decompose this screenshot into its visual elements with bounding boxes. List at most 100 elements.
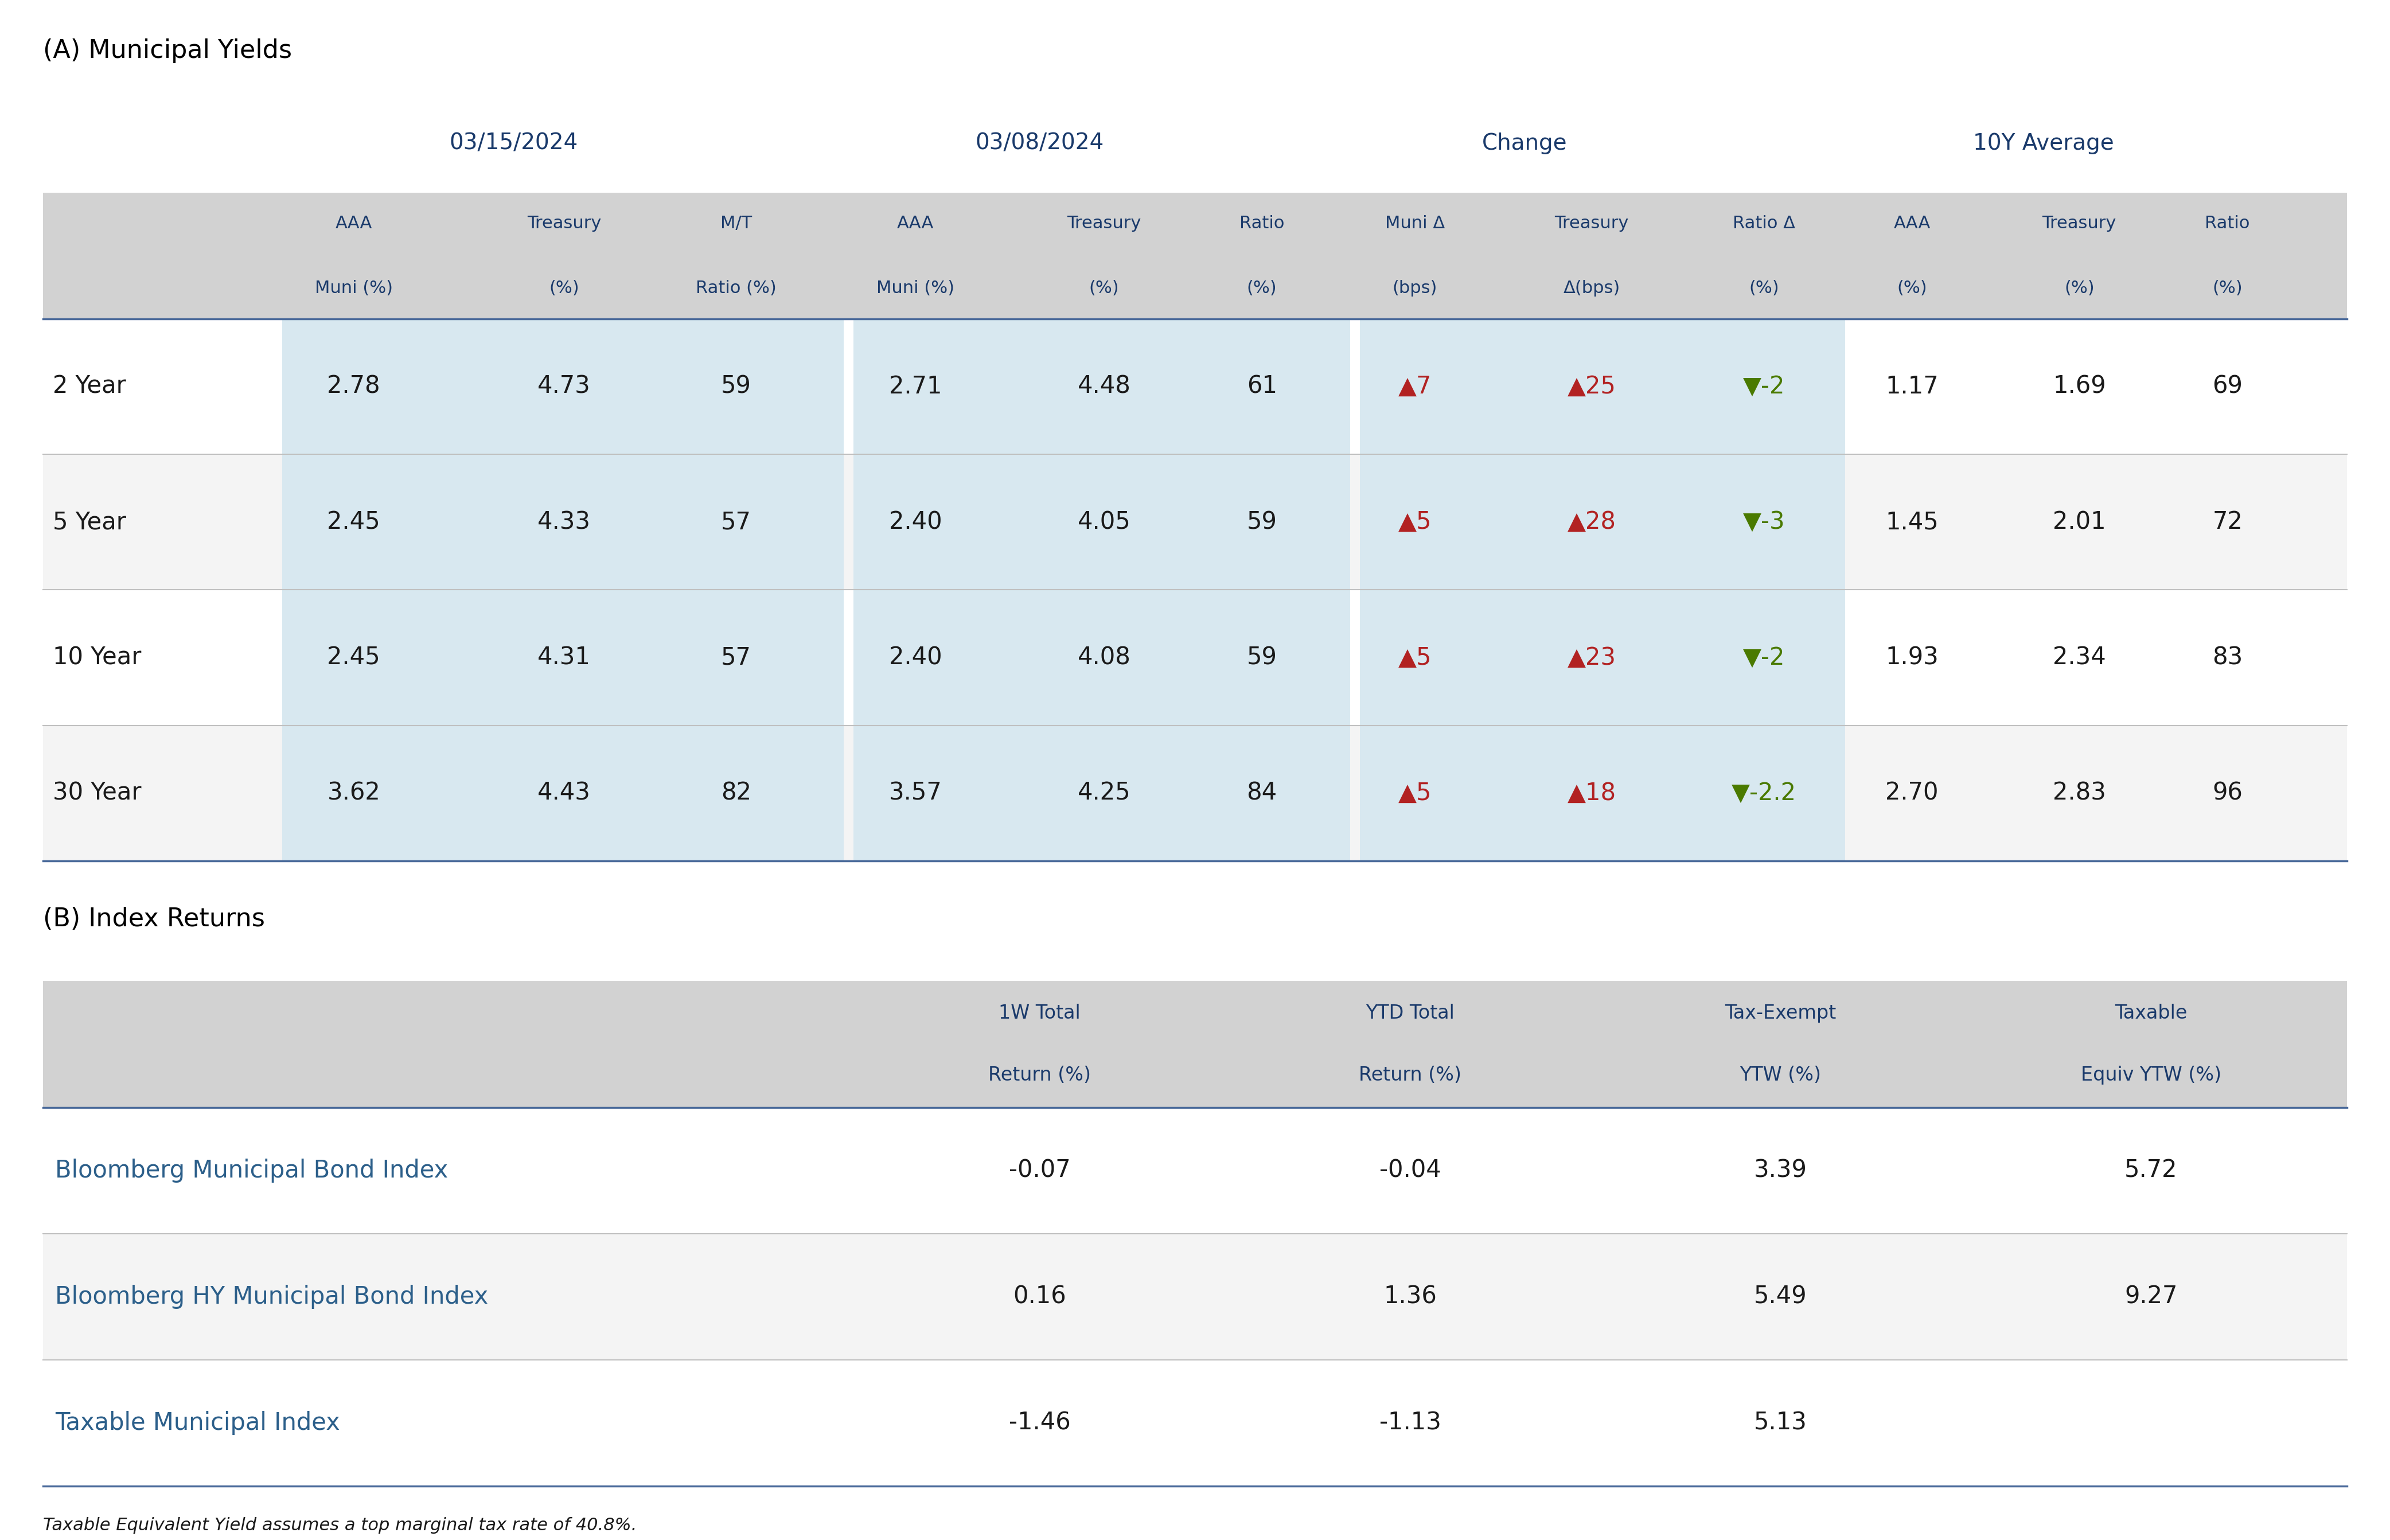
Bar [1360,319,1845,454]
Text: Treasury: Treasury [1554,216,1630,231]
Text: 30 Year: 30 Year [53,781,141,805]
Text: 59: 59 [1248,645,1276,670]
Text: Return (%): Return (%) [989,1066,1090,1084]
Text: Bloomberg Municipal Bond Index: Bloomberg Municipal Bond Index [55,1158,447,1183]
Text: ▲28: ▲28 [1568,510,1616,534]
Text: 0.16: 0.16 [1013,1284,1066,1309]
Text: (bps): (bps) [1393,280,1436,296]
Text: Taxable: Taxable [2115,1004,2187,1023]
Text: Tax-Exempt: Tax-Exempt [1726,1004,1836,1023]
Text: -0.07: -0.07 [1009,1158,1071,1183]
Text: 10Y Average: 10Y Average [1974,132,2113,154]
Text: 4.33: 4.33 [538,510,590,534]
Text: 3.39: 3.39 [1754,1158,1807,1183]
Text: 1.17: 1.17 [1886,374,1938,399]
Text: AAA: AAA [335,216,373,231]
Text: ▲23: ▲23 [1568,645,1616,670]
Bar [43,981,2347,1107]
Text: YTW (%): YTW (%) [1740,1066,1821,1084]
Text: 59: 59 [722,374,750,399]
Text: 2.70: 2.70 [1886,781,1938,805]
Text: ▲5: ▲5 [1398,781,1432,805]
Text: 96: 96 [2213,781,2242,805]
Text: 2.71: 2.71 [889,374,942,399]
Bar [43,1107,2347,1234]
Text: 4.43: 4.43 [538,781,590,805]
Bar [853,590,1350,725]
Bar [282,725,844,861]
Bar [853,454,1350,590]
Text: 84: 84 [1248,781,1276,805]
Text: 2.45: 2.45 [327,510,380,534]
Text: 4.25: 4.25 [1078,781,1130,805]
Text: 2.34: 2.34 [2053,645,2106,670]
Bar [853,725,1350,861]
Text: Taxable Municipal Index: Taxable Municipal Index [55,1411,339,1435]
Text: 2.01: 2.01 [2053,510,2106,534]
Text: 57: 57 [722,510,750,534]
Text: (%): (%) [2213,280,2242,296]
Text: 4.48: 4.48 [1078,374,1130,399]
Text: (A) Municipal Yields: (A) Municipal Yields [43,38,292,63]
Text: ▼-2: ▼-2 [1742,645,1785,670]
Text: 4.73: 4.73 [538,374,590,399]
Bar [43,725,2347,861]
Text: YTD Total: YTD Total [1365,1004,1456,1023]
Text: ▼-3: ▼-3 [1742,510,1785,534]
Text: Ratio: Ratio [1240,216,1283,231]
Text: Treasury: Treasury [2041,216,2118,231]
Bar [1360,725,1845,861]
Text: 3.62: 3.62 [327,781,380,805]
Text: 69: 69 [2213,374,2242,399]
Text: Taxable Equivalent Yield assumes a top marginal tax rate of 40.8%.: Taxable Equivalent Yield assumes a top m… [43,1517,636,1534]
Text: M/T: M/T [719,216,753,231]
Text: 2.83: 2.83 [2053,781,2106,805]
Bar [43,1234,2347,1360]
Text: 2 Year: 2 Year [53,374,127,399]
Bar [43,192,2347,319]
Text: ▲7: ▲7 [1398,374,1432,399]
Text: 03/08/2024: 03/08/2024 [975,132,1104,154]
Text: Change: Change [1482,132,1568,154]
Text: (%): (%) [550,280,578,296]
Text: 3.57: 3.57 [889,781,942,805]
Bar [282,590,844,725]
Text: Bloomberg HY Municipal Bond Index: Bloomberg HY Municipal Bond Index [55,1284,488,1309]
Text: (B) Index Returns: (B) Index Returns [43,907,265,932]
Text: 10 Year: 10 Year [53,645,141,670]
Text: -0.04: -0.04 [1379,1158,1441,1183]
Text: ▲5: ▲5 [1398,510,1432,534]
Text: 5.72: 5.72 [2125,1158,2177,1183]
Text: Treasury: Treasury [1066,216,1142,231]
Text: 2.40: 2.40 [889,645,942,670]
Text: 2.45: 2.45 [327,645,380,670]
Bar [1360,454,1845,590]
Bar [853,319,1350,454]
Text: 2.78: 2.78 [327,374,380,399]
Text: 72: 72 [2213,510,2242,534]
Bar [43,1360,2347,1486]
Text: Treasury: Treasury [526,216,602,231]
Text: ▼-2.2: ▼-2.2 [1730,781,1797,805]
Text: (%): (%) [2065,280,2094,296]
Text: 57: 57 [722,645,750,670]
Text: Return (%): Return (%) [1360,1066,1460,1084]
Text: 4.05: 4.05 [1078,510,1130,534]
Text: 61: 61 [1248,374,1276,399]
Text: AAA: AAA [1893,216,1931,231]
Text: 1.69: 1.69 [2053,374,2106,399]
Text: Ratio (%): Ratio (%) [695,280,777,296]
Text: ▲5: ▲5 [1398,645,1432,670]
Text: ▲25: ▲25 [1568,374,1616,399]
Text: ▼-2: ▼-2 [1742,374,1785,399]
Text: 5.49: 5.49 [1754,1284,1807,1309]
Text: Δ(bps): Δ(bps) [1563,280,1620,296]
Text: 82: 82 [722,781,750,805]
Bar [1360,590,1845,725]
Text: Ratio: Ratio [2206,216,2249,231]
Bar [282,454,844,590]
Text: Equiv YTW (%): Equiv YTW (%) [2082,1066,2220,1084]
Text: 03/15/2024: 03/15/2024 [449,132,578,154]
Bar [43,454,2347,590]
Text: -1.13: -1.13 [1379,1411,1441,1435]
